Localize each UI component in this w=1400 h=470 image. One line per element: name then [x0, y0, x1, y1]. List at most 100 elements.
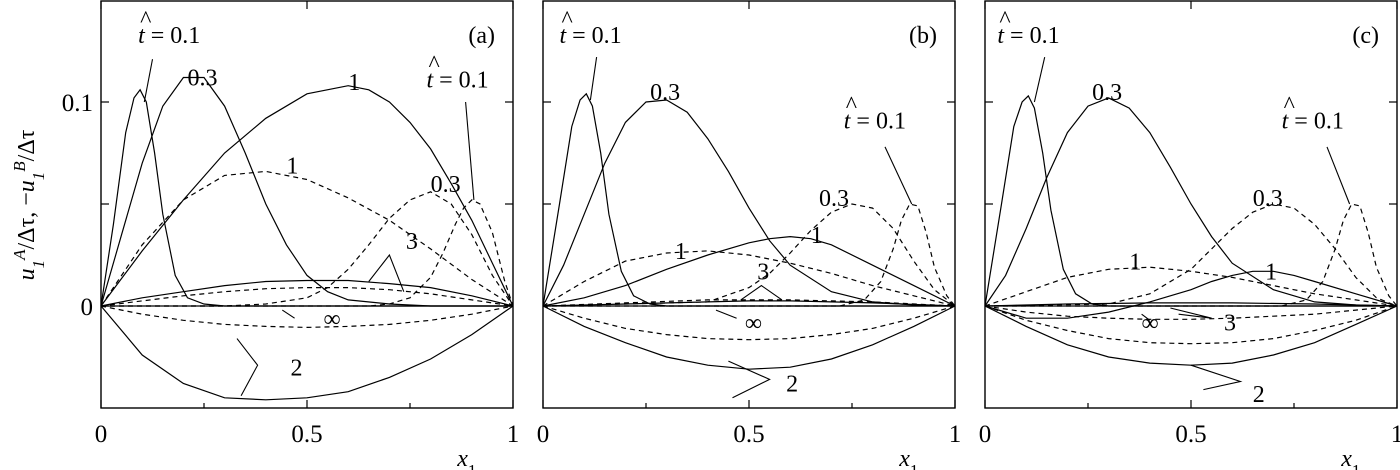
y-axis-title-end: /Δτ [14, 129, 40, 161]
solid-curve-1 [984, 97, 1398, 307]
x-tick-label: 0.5 [1175, 421, 1206, 448]
dashed-curve-10 [985, 203, 1398, 307]
y-axis-title-sub1: 1 [29, 260, 48, 269]
dashed-curve-6 [984, 266, 1398, 307]
dashed-curve-8 [542, 305, 956, 341]
x-tick-label: 0 [979, 421, 992, 448]
leader-line [1033, 56, 1046, 103]
curve-label: 0.3 [1253, 186, 1283, 212]
x-axis-title: x1 [1340, 446, 1360, 470]
curve-label: 1 [811, 223, 823, 249]
curve-label: t = 0.1 [138, 23, 200, 49]
solid-curve-1 [542, 99, 956, 307]
solid-curve-3 [984, 302, 1398, 307]
dashed-curve-10 [101, 199, 514, 307]
hat-accent: ^ [561, 7, 572, 33]
y-axis-title-sup-b: B [10, 161, 29, 172]
leader-line [884, 146, 913, 205]
curve-label: 1 [1129, 249, 1141, 275]
hat-accent: ^ [846, 93, 857, 119]
hat-accent: ^ [428, 52, 439, 78]
y-axis-title-mid: /Δτ, − [14, 192, 40, 249]
leader-line [715, 309, 737, 319]
leader-line [368, 253, 405, 292]
solid-curve-4 [100, 305, 514, 401]
solid-curve-0 [100, 88, 513, 307]
x-tick-label: 0 [537, 421, 550, 448]
y-axis-title-sup-a: A [10, 249, 29, 261]
leader-line [1190, 364, 1243, 391]
plot-frame [542, 0, 956, 409]
curve-label: ∞ [323, 306, 340, 332]
curve-label: 0.3 [819, 186, 849, 212]
x-tick-label: 0.5 [291, 421, 322, 448]
panel-tag: (c) [1352, 23, 1379, 49]
dashed-curve-10 [543, 203, 956, 307]
x-axis-title: x1 [456, 446, 476, 470]
y-axis-title: u1A/Δτ, −u1B/Δτ [10, 129, 48, 280]
leader-line [1141, 313, 1151, 321]
curve-label: 0.3 [1092, 80, 1122, 106]
curve-label: 1 [675, 239, 687, 265]
solid-curve-2 [984, 270, 1398, 319]
curve-label: 2 [786, 372, 798, 398]
leader-line [1170, 307, 1212, 319]
hat-accent: ^ [1284, 93, 1295, 119]
hat-accent: ^ [140, 7, 151, 33]
x-tick-label: 1 [507, 421, 520, 448]
x-tick-label: 0 [95, 421, 108, 448]
leader-line [589, 57, 598, 101]
dashed-curve-7 [984, 305, 1398, 320]
dashed-curve-7 [542, 299, 956, 307]
solid-curve-2 [100, 85, 514, 307]
y-axis-title-u2: u [14, 180, 40, 192]
leader-line [728, 360, 771, 399]
panel-tag: (b) [909, 23, 937, 49]
panel-tag: (a) [468, 23, 495, 49]
leader-line [1326, 146, 1351, 205]
y-axis-title-sub1b: 1 [29, 172, 48, 181]
y-axis-title-u: u [14, 268, 40, 280]
curve-label: 1 [286, 153, 298, 179]
curve-label: t = 0.1 [559, 23, 621, 49]
curve-label: 1 [348, 70, 360, 96]
solid-curve-1 [100, 76, 513, 307]
y-tick-label: 0.1 [62, 90, 93, 117]
curve-label: 0.3 [650, 80, 680, 106]
curve-label: 0.3 [431, 172, 461, 198]
curve-label: 3 [406, 229, 418, 255]
curve-label: ∞ [1142, 310, 1159, 336]
panel-a: 0 0.5 100.1x1(a)t = 0.1^0.3 1 t = 0.1^10.33∞… [62, 0, 520, 470]
leader-line [465, 101, 475, 200]
solid-curve-3 [542, 300, 956, 307]
leader-line [143, 59, 154, 103]
dashed-curve-8 [984, 305, 1398, 345]
dashed-curve-7 [100, 287, 514, 307]
curve-label: t = 0.1 [426, 68, 488, 94]
dashed-curve-9 [984, 203, 1398, 307]
dashed-curve-8 [100, 305, 514, 329]
curve-label: t = 0.1 [844, 109, 906, 135]
curve-label: 3 [1224, 310, 1236, 336]
x-tick-label: 0.5 [733, 421, 764, 448]
x-tick-label: 1 [1391, 421, 1400, 448]
solid-curve-4 [542, 305, 956, 370]
curve-label: t = 0.1 [997, 23, 1059, 49]
solid-curve-2 [542, 235, 956, 307]
leader-line [281, 309, 295, 319]
curve-label: 2 [291, 355, 303, 381]
leader-line [236, 338, 259, 397]
solid-curve-4 [984, 305, 1398, 366]
curve-label: 1 [1265, 259, 1277, 285]
curve-label: t = 0.1 [1282, 109, 1344, 135]
dashed-curve-6 [542, 250, 956, 307]
solid-curve-3 [100, 279, 514, 307]
curve-label: 0.3 [188, 66, 218, 92]
y-tick-label: 0 [81, 294, 94, 321]
curve-label: ∞ [745, 310, 762, 336]
x-axis-title: x1 [898, 446, 918, 470]
dashed-curve-9 [542, 203, 956, 307]
